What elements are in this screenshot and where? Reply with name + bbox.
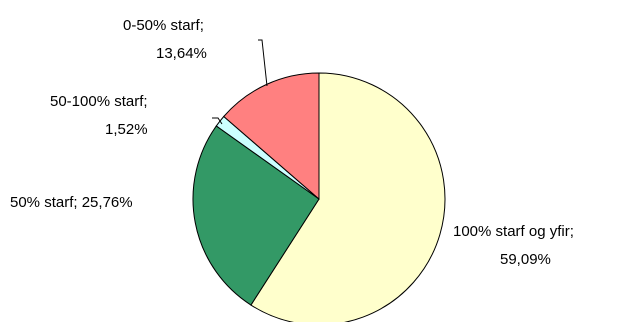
slice-label-0-50-starf: 0-50% starf; 13,64% bbox=[123, 17, 208, 62]
pie-slice-50-starf bbox=[192, 125, 320, 306]
slice-label-50-starf: 50% starf; 25,76% bbox=[10, 194, 133, 211]
leader-lines bbox=[212, 39, 268, 125]
label-separator: ; bbox=[570, 223, 574, 240]
leader-line-50-100-starf bbox=[212, 117, 223, 125]
leader-line-0-50-starf bbox=[258, 39, 268, 87]
slice-label-50-100-starf: 50-100% starf; 1,52% bbox=[50, 93, 152, 138]
pie-slices bbox=[192, 72, 446, 322]
pie-slice-100-starf-og-yfir bbox=[250, 72, 446, 322]
slice-label-100-starf-og-yfir: 100% starf og yfir; 59,09% bbox=[453, 223, 578, 268]
